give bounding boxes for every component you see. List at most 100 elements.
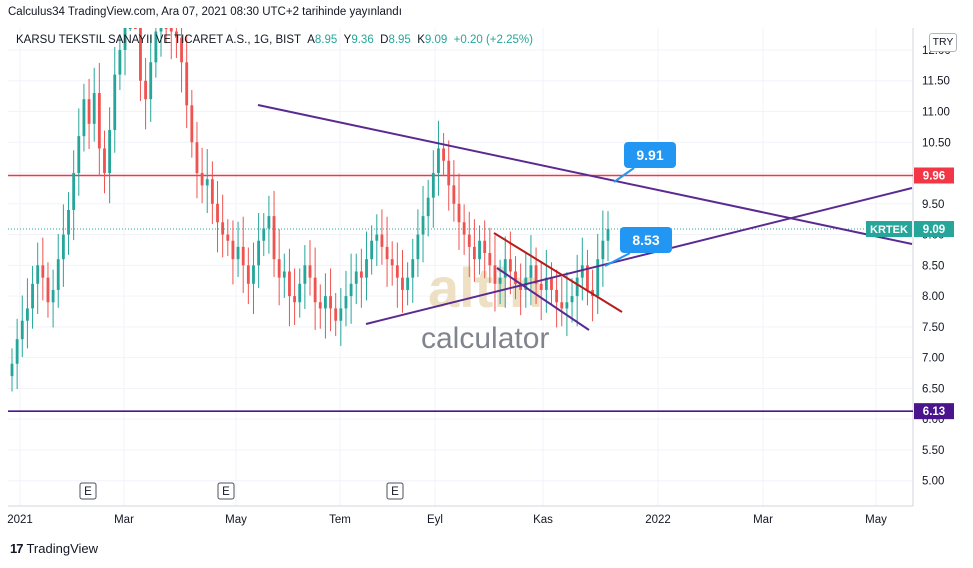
candle — [139, 28, 142, 102]
candle — [108, 107, 112, 204]
candle — [467, 211, 471, 278]
x-tick-label: Eyl — [427, 514, 443, 526]
candle-body — [67, 209, 70, 235]
candle — [431, 150, 435, 228]
candle — [555, 269, 559, 328]
candle — [92, 67, 96, 142]
candle-body — [452, 185, 456, 204]
candle — [406, 262, 410, 306]
earnings-box — [386, 482, 404, 500]
candle — [164, 28, 168, 44]
candle — [226, 219, 230, 257]
candle — [31, 265, 34, 329]
candle-body — [288, 271, 291, 297]
earnings-marker[interactable]: E — [386, 482, 404, 500]
candle — [169, 28, 173, 60]
symbol-tag-text: KRTEK — [870, 224, 908, 236]
x-tick-label: 2021 — [7, 514, 33, 526]
candle-body — [493, 265, 497, 284]
candle-body — [20, 320, 24, 340]
candle — [401, 249, 404, 313]
candle-body — [246, 265, 250, 284]
brand-name: TradingView — [26, 541, 99, 556]
price-label-bg — [914, 221, 954, 238]
candle-body — [51, 289, 55, 303]
candle-body — [252, 265, 255, 284]
candle-body — [205, 179, 209, 186]
price-label: 9.96 — [914, 167, 954, 184]
symbol-legend[interactable]: KARSU TEKSTIL SANAYII VE TICARET A.S., 1… — [16, 34, 533, 46]
candle-body — [159, 28, 163, 32]
earnings-marker[interactable]: E — [79, 482, 97, 500]
candle-body — [478, 240, 481, 260]
x-tick-label: Mar — [753, 514, 773, 526]
earnings-letter: E — [391, 486, 399, 498]
candle — [426, 179, 430, 237]
candle — [390, 241, 394, 286]
candle-body — [303, 265, 307, 284]
candle-body — [175, 31, 178, 38]
candle — [539, 261, 543, 321]
footer-branding[interactable]: 17 TradingView — [10, 541, 98, 556]
candle — [41, 237, 45, 301]
candle-body — [324, 296, 327, 309]
x-tick-label: 2022 — [645, 514, 671, 526]
y-tick-label: 10.50 — [922, 137, 951, 149]
candle — [77, 108, 81, 196]
candle-body — [601, 240, 605, 260]
y-tick-label: 5.50 — [922, 445, 944, 457]
candle — [580, 237, 584, 301]
candle-body — [97, 93, 101, 149]
candle — [473, 219, 476, 282]
candle-body — [46, 277, 50, 303]
candle-body — [87, 99, 91, 124]
candle — [488, 227, 492, 284]
y-tick-label: 7.00 — [922, 353, 944, 365]
candle-body — [596, 259, 600, 297]
candle — [67, 192, 70, 255]
candle-body — [514, 271, 517, 284]
candle-body — [293, 296, 296, 303]
candle — [293, 268, 296, 326]
tradingview-logo-icon: 17 — [10, 541, 24, 556]
candle-body — [149, 62, 153, 100]
low-label: D — [380, 34, 389, 46]
y-tick-label: 11.50 — [922, 76, 950, 88]
earnings-marker[interactable]: E — [217, 482, 235, 500]
candle — [575, 254, 579, 327]
candle — [478, 225, 481, 275]
candle — [200, 147, 204, 204]
candle-body — [113, 74, 117, 130]
candle-body — [26, 308, 29, 321]
currency-button[interactable]: TRY — [929, 33, 957, 52]
candle-body — [437, 148, 440, 174]
candle — [447, 140, 451, 211]
candle-body — [56, 259, 60, 290]
candle — [282, 253, 286, 298]
candle — [395, 242, 399, 308]
candle — [277, 229, 281, 306]
candle — [216, 181, 219, 253]
candle — [180, 28, 183, 93]
candle-body — [401, 277, 404, 290]
candle — [288, 248, 291, 327]
ascending-trendline — [365, 187, 913, 325]
candle — [498, 259, 502, 305]
candle-body — [231, 240, 235, 260]
candle-body — [61, 234, 65, 260]
low-value: 8.95 — [388, 34, 411, 46]
candle — [123, 28, 127, 76]
callout-box — [620, 227, 672, 253]
candle-body — [72, 173, 76, 210]
candle-body — [565, 302, 569, 309]
price-label-bg — [914, 403, 954, 420]
candle — [175, 28, 178, 58]
candle-body — [128, 28, 132, 29]
candle — [329, 268, 332, 332]
candle-body — [118, 49, 122, 75]
candle — [133, 28, 137, 29]
candle — [308, 240, 312, 296]
x-tick-label: Tem — [329, 514, 351, 526]
candle — [149, 34, 153, 122]
